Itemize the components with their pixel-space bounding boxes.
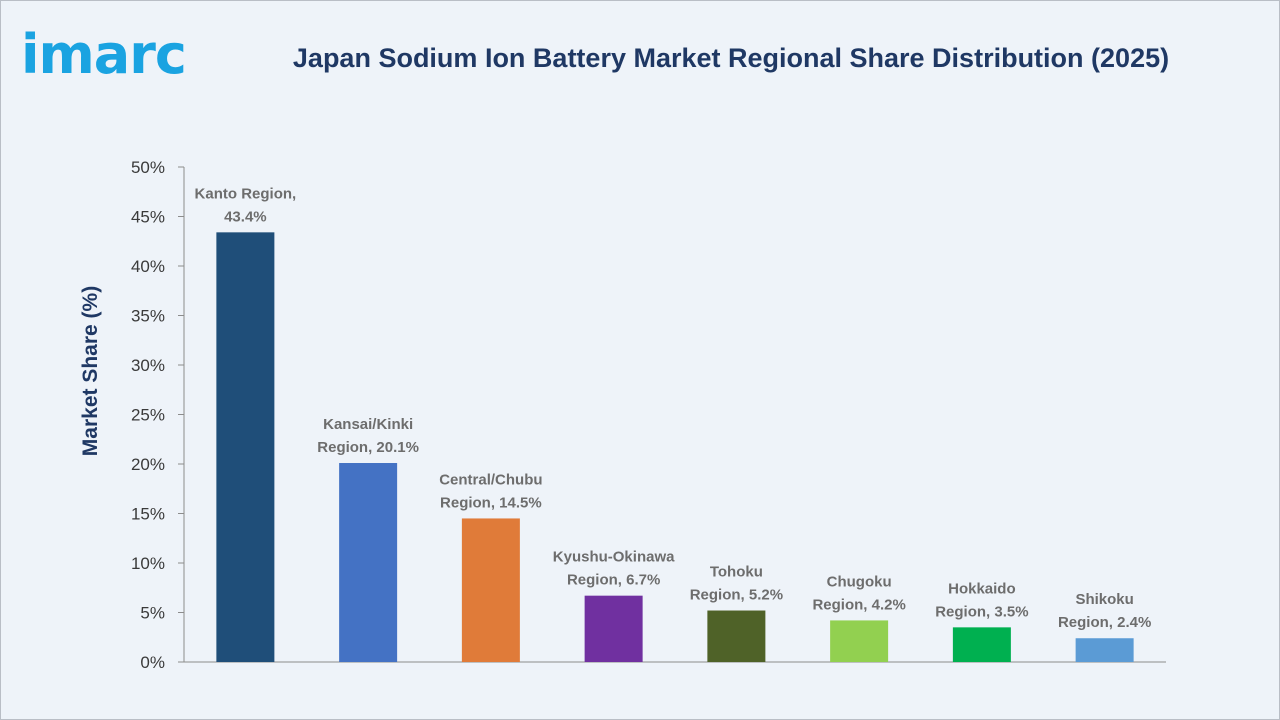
bar xyxy=(830,620,889,662)
chart-title: Japan Sodium Ion Battery Market Regional… xyxy=(292,43,1170,73)
y-tick-label: 45% xyxy=(131,208,165,227)
y-tick-label: 35% xyxy=(131,307,165,326)
y-tick-label: 0% xyxy=(140,653,165,672)
data-label: Hokkaido Region, 3.5% xyxy=(935,580,1028,620)
y-tick-label: 40% xyxy=(131,257,165,276)
y-tick-label: 5% xyxy=(140,604,165,623)
y-axis-title: Market Share (%) xyxy=(79,286,102,456)
imarc-logo: imarc xyxy=(21,23,211,86)
bar xyxy=(584,595,643,662)
y-tick-label: 50% xyxy=(131,158,165,177)
y-tick-label: 20% xyxy=(131,455,165,474)
data-label: Shikoku Region, 2.4% xyxy=(1058,591,1151,631)
data-label-line: Region, 6.7% xyxy=(567,572,660,589)
bar xyxy=(707,610,766,662)
data-label: Chugoku Region, 4.2% xyxy=(812,573,905,613)
data-label-line: Tohoku xyxy=(710,564,763,581)
data-label-line: Kanto Region, xyxy=(195,185,297,202)
y-tick-label: 10% xyxy=(131,554,165,573)
y-tick-label: 30% xyxy=(131,356,165,375)
data-label: Kyushu-Okinawa Region, 6.7% xyxy=(553,549,675,589)
data-labels: Kanto Region, 43.4% Kansai/Kinki Region, 20… xyxy=(195,185,1152,631)
bar xyxy=(1075,638,1134,662)
logo-text: imarc xyxy=(21,23,187,86)
data-label-line: Region, 14.5% xyxy=(440,494,542,511)
data-label: Kansai/Kinki Region, 20.1% xyxy=(317,416,419,456)
data-label-line: 43.4% xyxy=(224,208,267,225)
data-label-line: Region, 2.4% xyxy=(1058,614,1151,631)
bar xyxy=(339,463,398,662)
y-axis: 0% 5% 10% 15% 20% 25% 30% 35% 40% 45% 50% xyxy=(131,158,1166,672)
data-label-line: Shikoku xyxy=(1075,591,1133,608)
data-label-line: Central/Chubu xyxy=(439,471,542,488)
bar xyxy=(216,232,275,662)
data-label: Kanto Region, 43.4% xyxy=(195,185,297,225)
data-label-line: Hokkaido xyxy=(948,580,1016,597)
y-tick-label: 25% xyxy=(131,406,165,425)
data-label-line: Kansai/Kinki xyxy=(323,416,413,433)
data-label-line: Region, 20.1% xyxy=(317,439,419,456)
data-label-line: Kyushu-Okinawa xyxy=(553,549,675,566)
data-label-line: Chugoku xyxy=(827,573,892,590)
bars xyxy=(216,232,1134,662)
y-tick-label: 15% xyxy=(131,505,165,524)
data-label-line: Region, 4.2% xyxy=(812,596,905,613)
data-label-line: Region, 3.5% xyxy=(935,603,1028,620)
data-label: Tohoku Region, 5.2% xyxy=(690,564,783,604)
bar xyxy=(952,627,1011,662)
data-label: Central/Chubu Region, 14.5% xyxy=(439,471,542,511)
data-label-line: Region, 5.2% xyxy=(690,587,783,604)
bar xyxy=(461,518,520,662)
